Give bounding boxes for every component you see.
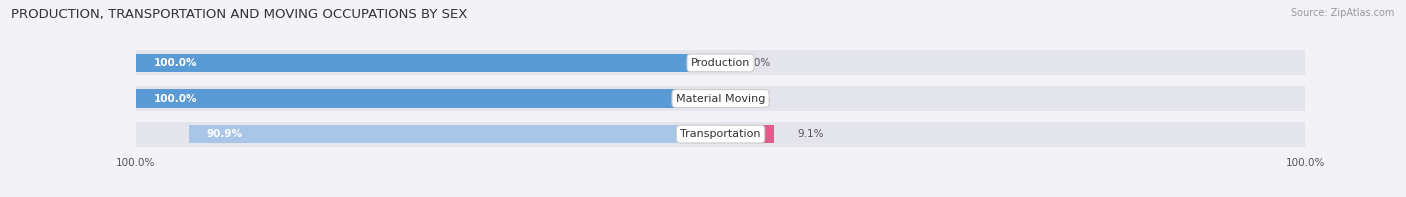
Text: Material Moving: Material Moving: [676, 94, 765, 103]
Bar: [721, 86, 1305, 111]
Bar: [136, 86, 721, 111]
Text: 90.9%: 90.9%: [207, 129, 243, 139]
Text: 9.1%: 9.1%: [797, 129, 824, 139]
Text: Source: ZipAtlas.com: Source: ZipAtlas.com: [1291, 8, 1395, 18]
Text: PRODUCTION, TRANSPORTATION AND MOVING OCCUPATIONS BY SEX: PRODUCTION, TRANSPORTATION AND MOVING OC…: [11, 8, 468, 21]
Text: 0.0%: 0.0%: [744, 94, 770, 103]
Bar: [136, 50, 721, 75]
Bar: [136, 54, 721, 72]
Bar: [721, 54, 738, 72]
Text: Transportation: Transportation: [681, 129, 761, 139]
Bar: [721, 122, 1305, 147]
Bar: [136, 89, 721, 108]
Bar: [721, 125, 773, 143]
Bar: [188, 125, 721, 143]
Bar: [721, 50, 1305, 75]
Text: 100.0%: 100.0%: [153, 58, 197, 68]
Text: 0.0%: 0.0%: [744, 58, 770, 68]
Text: 100.0%: 100.0%: [153, 94, 197, 103]
Bar: [721, 89, 738, 108]
Bar: [136, 122, 721, 147]
Text: Production: Production: [690, 58, 751, 68]
